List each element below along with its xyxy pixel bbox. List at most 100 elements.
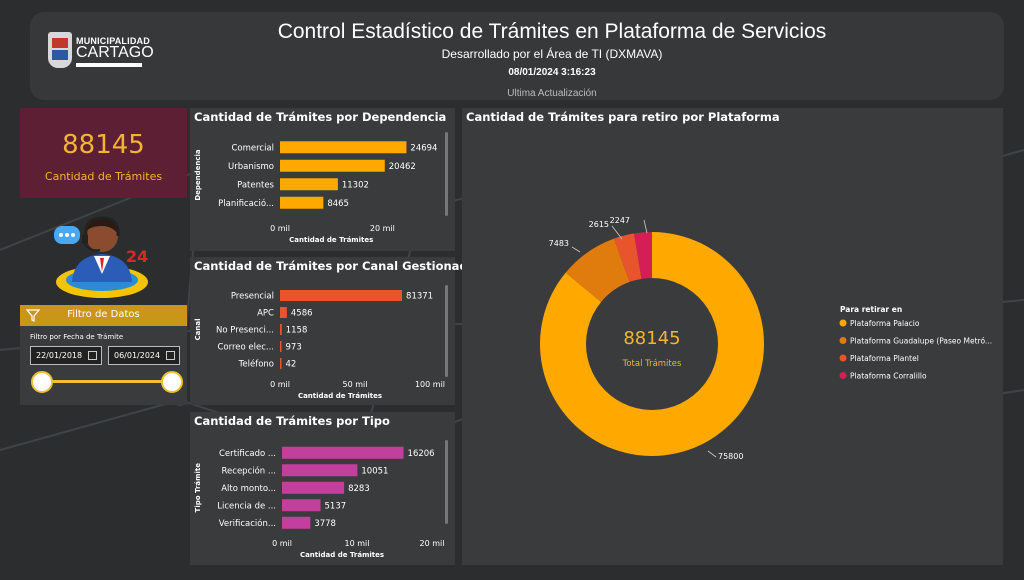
donut-slice (613, 233, 642, 282)
bar-chart-dependencia[interactable]: Dependencia Comercial 24694 Urbanismo 20462 P… (190, 108, 455, 251)
chart-panel-canal: Cantidad de Trámites por Canal Gestionad… (190, 257, 476, 405)
kpi-value: 88145 (62, 130, 145, 160)
kpi-label: Cantidad de Trámites (44, 170, 163, 183)
category-label: Licencia de ... (217, 501, 276, 511)
bar (280, 196, 324, 209)
chart-panel-plataforma: Cantidad de Trámites para retiro por Pla… (462, 108, 1003, 565)
calendar-icon[interactable] (166, 351, 175, 360)
bar (282, 464, 358, 477)
tick-label: 0 mil (272, 539, 292, 548)
data-label: 81371 (406, 292, 433, 302)
bar-chart-canal[interactable]: Canal Presencial 81371 APC 4586 No Presenci..… (190, 257, 455, 405)
bar (280, 290, 403, 301)
donut-slice (565, 238, 630, 302)
donut-center-label: Total Trámites (622, 359, 682, 369)
leader-line (707, 450, 717, 458)
data-label: 2615 (589, 220, 609, 229)
svg-text:24: 24 (126, 247, 148, 266)
bar (280, 159, 385, 172)
bar (280, 307, 287, 318)
bar (280, 324, 282, 335)
scrollbar[interactable] (445, 132, 448, 216)
date-from-input[interactable]: 22/01/2018 (30, 346, 102, 365)
category-label: Planificació... (218, 198, 274, 209)
legend-item: Plataforma Guadalupe (Paseo Metró... (850, 337, 992, 346)
chart-title: Cantidad de Trámites por Canal Gestionad… (194, 259, 476, 273)
category-label: Alto monto... (221, 484, 276, 494)
category-label: No Presenci... (216, 326, 274, 336)
tick-label: 10 mil (345, 539, 370, 548)
page-title: Control Estadístico de Trámites en Plata… (277, 20, 827, 43)
data-label: 42 (286, 360, 297, 370)
category-label: Presencial (231, 292, 274, 302)
leader-line (611, 225, 623, 240)
category-label: Teléfono (238, 359, 274, 370)
data-label: 973 (286, 343, 302, 353)
y-axis-label: Tipo Trámite (194, 463, 202, 513)
scrollbar[interactable] (445, 440, 448, 524)
filter-title: Filtro de Datos (67, 309, 140, 320)
category-label: Certificado ... (219, 449, 276, 459)
data-label: 24694 (410, 143, 437, 153)
legend-item: Plataforma Corralillo (850, 372, 927, 381)
leader-line (643, 219, 648, 234)
filter-field-label: Filtro por Fecha de Trámite (30, 333, 124, 341)
data-label: 10051 (361, 466, 388, 476)
date-to-input[interactable]: 06/01/2024 (108, 346, 180, 365)
data-label: 8465 (327, 199, 349, 209)
date-filter-panel: Filtro de Datos Filtro por Fecha de Trám… (20, 305, 187, 405)
legend-item: Plataforma Plantel (850, 354, 919, 363)
data-label: 7483 (549, 239, 569, 248)
bar (282, 516, 311, 529)
category-label: APC (257, 309, 274, 319)
chart-title: Cantidad de Trámites por Dependencia (194, 110, 447, 124)
leader-line (571, 246, 581, 253)
date-range-slider[interactable] (42, 380, 172, 383)
bar-chart-tipo[interactable]: Tipo Trámite Certificado ... 16206 Recepció… (190, 412, 455, 565)
chart-title: Cantidad de Trámites por Tipo (194, 414, 390, 428)
tick-label: 20 mil (370, 224, 395, 233)
calendar-icon[interactable] (88, 351, 97, 360)
x-axis-label: Cantidad de Trámites (289, 236, 373, 244)
legend-marker (839, 354, 847, 362)
legend-marker (839, 372, 847, 379)
category-label: Patentes (237, 180, 274, 190)
bar (280, 141, 407, 154)
x-axis-label: Cantidad de Trámites (300, 551, 384, 559)
shield-icon (48, 32, 72, 68)
donut-center-value: 88145 (623, 328, 680, 349)
tick-label: 20 mil (420, 539, 445, 548)
last-update-datetime: 08/01/2024 3:16:23 (508, 67, 596, 78)
tick-label: 0 mil (270, 380, 290, 389)
last-update-label: Ultima Actualización (507, 88, 597, 99)
data-label: 3778 (314, 519, 336, 529)
bar (282, 446, 404, 459)
legend-item: Plataforma Palacio (850, 319, 920, 328)
category-label: Urbanismo (228, 162, 274, 172)
category-label: Recepción ... (222, 465, 276, 476)
logo-underline (76, 63, 142, 67)
slider-handle-from[interactable] (31, 371, 53, 393)
scrollbar[interactable] (445, 285, 448, 377)
slider-handle-to[interactable] (161, 371, 183, 393)
logo-line2: CARTAGO (76, 44, 154, 61)
y-axis-label: Canal (194, 319, 202, 341)
bar (282, 499, 321, 512)
municipality-logo: MUNICIPALIDAD CARTAGO (48, 30, 154, 72)
donut-chart-plataforma[interactable]: 75800 7483 2615 2247 88145 Total Trámites Para… (462, 108, 1003, 565)
data-label: 16206 (408, 449, 435, 459)
data-label: 20462 (389, 162, 416, 172)
date-to-value: 06/01/2024 (114, 351, 161, 360)
tick-label: 50 mil (343, 380, 368, 389)
filter-icon (26, 309, 40, 322)
header-panel (30, 12, 1004, 100)
bar (282, 481, 345, 494)
bar (280, 341, 282, 352)
donut-slice (540, 232, 764, 457)
data-label: 75800 (718, 452, 743, 461)
category-label: Comercial (231, 143, 274, 153)
legend-marker (839, 337, 847, 344)
call-center-agent-24-icon: 24 (54, 216, 148, 298)
data-label: 2247 (610, 216, 630, 225)
category-label: Correo elec... (217, 343, 274, 353)
